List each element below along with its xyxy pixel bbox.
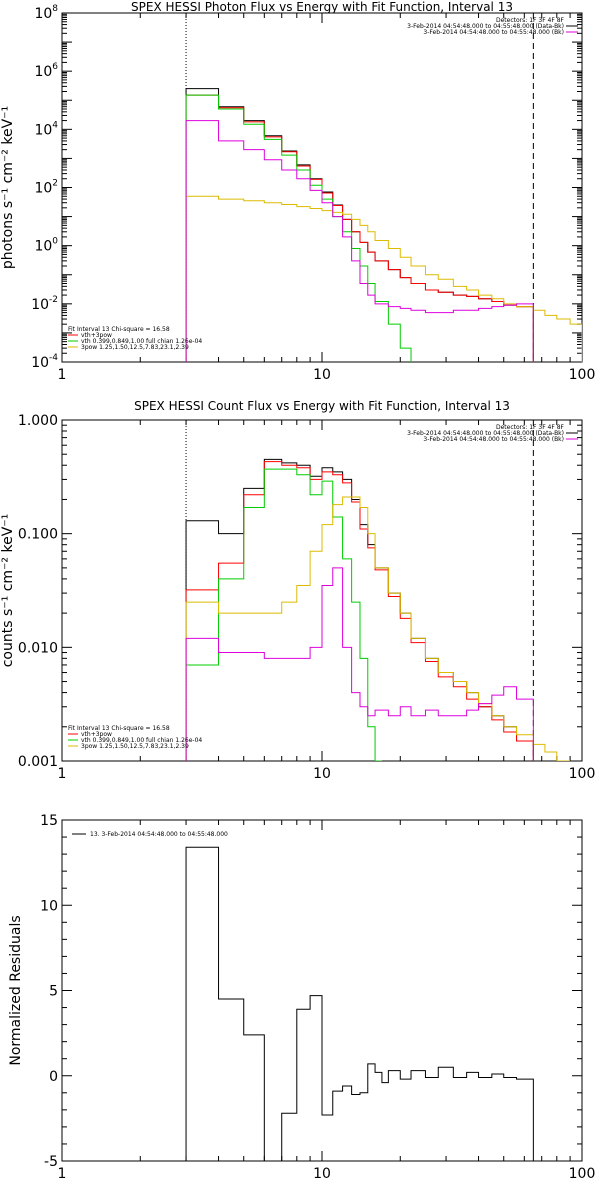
y-tick-label: 1.000 xyxy=(18,413,58,429)
legend-detectors: Detectors: 1F 3F 4F 8F xyxy=(496,17,565,24)
y-axis-label: Normalized Residuals xyxy=(8,915,24,1065)
series-bk xyxy=(185,120,534,362)
y-tick-label: 10-2 xyxy=(31,295,58,313)
y-tick-label: 100 xyxy=(34,237,58,255)
x-tick-label: 10 xyxy=(313,367,331,383)
count-flux-panel: SPEX HESSI Count Flux vs Energy with Fit… xyxy=(0,399,595,782)
y-axis-label: counts s⁻¹ cm⁻² keV⁻¹ xyxy=(0,514,16,668)
legend-entry: 3-Feb-2014 04:54:48.000 to 04:55:48.000 … xyxy=(407,23,564,30)
y-tick-label: 104 xyxy=(34,120,58,138)
x-tick-label: 100 xyxy=(569,367,596,383)
y-tick-label: 0.001 xyxy=(18,754,58,770)
series-3pow xyxy=(185,496,571,761)
series-vth xyxy=(185,468,382,761)
legend-entry: vth 0.399,0.849,1.00 full chian 1.26e-04 xyxy=(81,338,202,345)
x-tick-label: 10 xyxy=(313,766,331,782)
y-tick-label: 0.010 xyxy=(18,640,58,656)
y-tick-label: 108 xyxy=(34,4,58,22)
legend-entry: vth+3pow xyxy=(81,332,112,339)
y-axis-label: photons s⁻¹ cm⁻² keV⁻¹ xyxy=(0,106,16,269)
x-tick-label: 100 xyxy=(569,766,596,782)
y-tick-label: 0 xyxy=(49,1069,58,1085)
x-tick-label: 1 xyxy=(58,1166,67,1182)
chart-title: SPEX HESSI Photon Flux vs Energy with Fi… xyxy=(131,0,513,14)
legend-entry: vth 0.399,0.849,1.00 full chian 1.26e-04 xyxy=(81,737,202,744)
legend-entry: 3pow 1.25,1.50,12.5,7.83,23.1,2.39 xyxy=(81,344,189,351)
legend-entry: 3-Feb-2014 04:54:48.000 to 04:55:48.000 … xyxy=(423,29,564,36)
series-bk xyxy=(185,567,534,761)
y-tick-label: 5 xyxy=(49,984,58,1000)
x-tick-label: 1 xyxy=(58,766,67,782)
chart-title: SPEX HESSI Count Flux vs Energy with Fit… xyxy=(134,399,510,413)
residuals-panel: Normalized Residuals 1 10 100 -5 0 5 10 15 13. 3-… xyxy=(8,813,595,1182)
legend-detectors: Detectors: 1F 3F 4F 8F xyxy=(496,424,565,431)
y-tick-label: 106 xyxy=(34,62,58,80)
legend-entry: 13. 3-Feb-2014 04:54:48.000 to 04:55:48.… xyxy=(90,831,228,838)
legend-entry: 3-Feb-2014 04:54:48.000 to 04:55:48.000 … xyxy=(423,436,564,443)
y-tick-label: 0.100 xyxy=(18,527,58,543)
x-tick-label: 100 xyxy=(569,1166,596,1182)
x-tick-label: 1 xyxy=(58,367,67,383)
legend-entry: 3-Feb-2014 04:54:48.000 to 04:55:48.000 … xyxy=(407,430,564,437)
y-tick-label: -5 xyxy=(44,1154,58,1170)
legend-fit-header: Fit Interval 13 Chi-square = 16.58 xyxy=(68,326,170,333)
legend-fit-header: Fit Interval 13 Chi-square = 16.58 xyxy=(68,725,170,732)
y-tick-label: 102 xyxy=(34,179,58,197)
series-residuals xyxy=(185,846,534,1161)
x-tick-label: 10 xyxy=(313,1166,331,1182)
series-vth xyxy=(185,94,412,362)
y-tick-label: 15 xyxy=(40,813,58,829)
photon-flux-panel: SPEX HESSI Photon Flux vs Energy with Fi… xyxy=(0,0,595,383)
y-tick-label: 10-4 xyxy=(31,353,58,371)
legend-entry: 3pow 1.25,1.50,12.5,7.83,23.1,2.39 xyxy=(81,743,189,750)
legend-entry: vth+3pow xyxy=(81,731,112,738)
series-3pow xyxy=(185,195,582,362)
series-vth-3pow xyxy=(185,94,534,362)
y-tick-label: 10 xyxy=(40,898,58,914)
